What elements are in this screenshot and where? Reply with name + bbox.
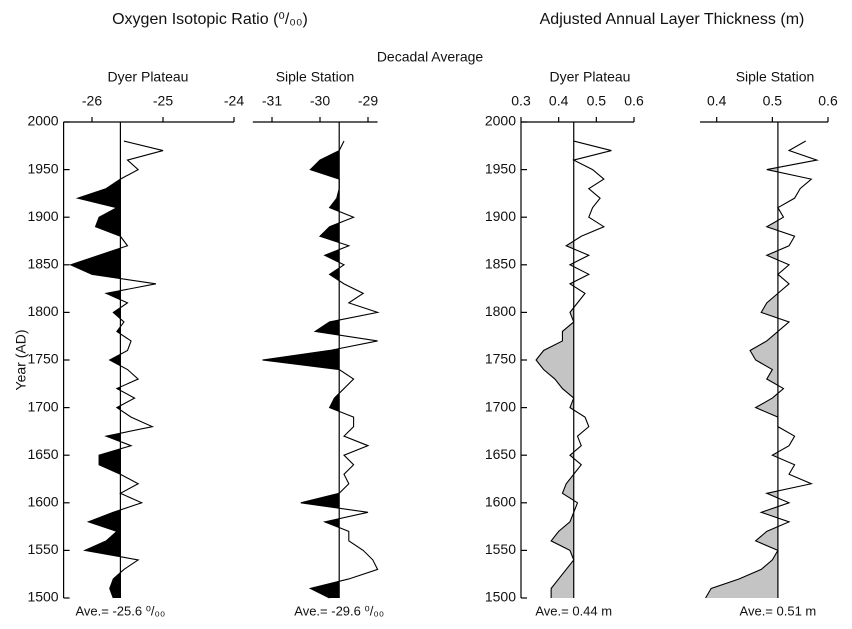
x-tick-label: 0.5 <box>763 93 783 109</box>
below-average-fill <box>536 141 574 598</box>
x-tick-label: -29 <box>358 93 378 109</box>
y-tick-label: 1850 <box>27 256 58 272</box>
y-tick-label: 1550 <box>27 541 58 557</box>
average-label: Ave.= -25.6 ⁰/₀₀ <box>75 603 165 618</box>
below-average-fill <box>70 141 121 598</box>
y-tick-label: 1700 <box>27 398 58 414</box>
data-line <box>69 140 164 599</box>
x-tick-label: 0.6 <box>818 93 838 109</box>
data-line <box>262 140 380 599</box>
x-tick-label: -24 <box>224 93 244 109</box>
x-tick-label: 0.4 <box>707 93 727 109</box>
x-tick-label: 0.5 <box>587 93 607 109</box>
y-tick-label: 1800 <box>27 303 58 319</box>
y-tick-label: 1750 <box>485 351 516 367</box>
y-tick-label: 1500 <box>27 589 58 605</box>
y-tick-label: 1900 <box>27 208 58 224</box>
x-tick-label: -30 <box>310 93 330 109</box>
x-tick-label: 0.4 <box>549 93 569 109</box>
panel-title: Siple Station <box>276 69 355 85</box>
y-tick-label: 1750 <box>27 351 58 367</box>
y-tick-label: 1500 <box>485 589 516 605</box>
y-tick-label: 1800 <box>485 303 516 319</box>
panel-title: Siple Station <box>736 69 815 85</box>
y-tick-label: 1550 <box>485 541 516 557</box>
y-tick-label: 1950 <box>27 160 58 176</box>
y-tick-label: 2000 <box>27 113 58 129</box>
average-label: Ave.= 0.51 m <box>740 603 817 618</box>
x-tick-label: -25 <box>153 93 173 109</box>
below-average-fill <box>705 141 778 598</box>
y-tick-label: 1650 <box>485 446 516 462</box>
average-label: Ave.= 0.44 m <box>535 603 612 618</box>
data-line <box>705 140 820 599</box>
y-tick-label: 1600 <box>27 494 58 510</box>
center-title: Decadal Average <box>377 49 484 65</box>
y-tick-label: 1850 <box>485 256 516 272</box>
panel-title: Dyer Plateau <box>108 69 189 85</box>
x-tick-label: -31 <box>262 93 282 109</box>
panel-title: Dyer Plateau <box>550 69 631 85</box>
y-tick-label: 1700 <box>485 398 516 414</box>
below-average-fill <box>262 141 340 598</box>
group-title: Oxygen Isotopic Ratio (⁰/₀₀) <box>112 11 308 28</box>
x-tick-label: 0.3 <box>511 93 531 109</box>
y-tick-label: 1600 <box>485 494 516 510</box>
x-tick-label: -26 <box>82 93 102 109</box>
y-tick-label: 1900 <box>485 208 516 224</box>
group-title: Adjusted Annual Layer Thickness (m) <box>540 11 805 28</box>
data-line <box>535 140 612 598</box>
y-tick-label: 1950 <box>485 160 516 176</box>
y-tick-label: 1650 <box>27 446 58 462</box>
average-label: Ave.= -29.6 ⁰/₀₀ <box>294 603 384 618</box>
x-tick-label: 0.6 <box>624 93 644 109</box>
y-axis-label: Year (AD) <box>13 330 29 391</box>
y-tick-label: 2000 <box>485 113 516 129</box>
